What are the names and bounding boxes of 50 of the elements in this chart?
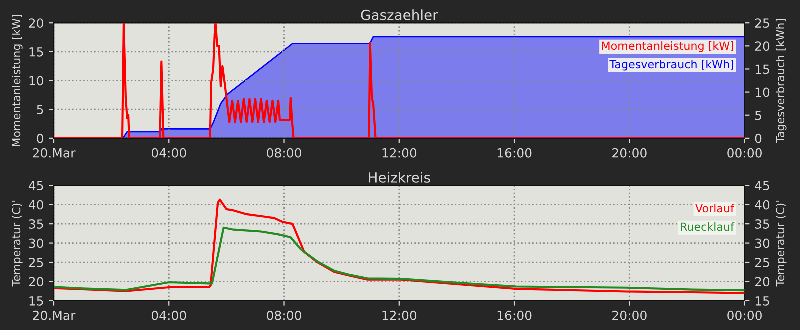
x-tick-label: 12:00 [382,310,417,320]
y-tick-label: 15 [30,296,44,306]
y-tick-label: 0 [37,134,44,144]
x-tick-label: 04:00 [152,148,186,158]
y-tick-label: 15 [30,48,44,57]
x-tick-label: 16:00 [498,148,532,158]
y-tick-label: 35 [29,220,44,229]
y-axis-title: Temperatur (C)' [12,200,23,287]
y-tick-label: 20 [29,18,44,28]
line-series [54,198,745,294]
x-tick-label: 16:00 [498,310,532,320]
x-tick-label: 04:00 [152,310,186,320]
x-tick-label: 20:00 [612,310,647,320]
y2-tick-label: 30 [755,238,770,248]
y2-tick-label: 10 [756,88,770,98]
y-tick-label: 5 [37,105,44,115]
y-tick-label: 10 [30,76,44,86]
y-axis-title: Momentanleistung [kW] [12,15,23,146]
y2-tick-label: 25 [755,258,770,268]
y2-tick-label: 20 [755,42,770,52]
y-tick-label: 45 [28,181,44,191]
chart-title: Gaszaehler [361,10,438,20]
x-tick-label: 12:00 [382,148,417,158]
text: Momentanleistung [kW] [602,42,734,52]
text: Vorlauf [696,204,735,213]
x-tick-label: 20.Mar [33,148,76,158]
x-tick-label: 20.Mar [33,310,76,320]
y2-tick-label: 15 [756,296,770,306]
y2-tick-label: 45 [755,181,770,191]
y2-tick-label: 35 [755,220,770,229]
y2-tick-label: 40 [755,200,770,210]
y2-axis-title: Tagesverbrauch [kWh] [776,19,787,144]
x-tick-label: 08:00 [267,310,302,320]
y2-tick-label: 15 [756,64,770,74]
series-label: Tagesverbrauch [kWh] [610,60,734,71]
y2-tick-label: 20 [755,277,770,287]
y2-tick-label: 25 [755,18,770,28]
x-tick-label: 20:00 [612,148,647,158]
y-tick-label: 30 [29,238,44,248]
y-tick-label: 20 [29,277,44,287]
y-tick-label: 25 [29,258,44,268]
y2-tick-label: 5 [755,111,762,120]
y-tick-label: 40 [28,200,44,210]
y2-axis-title: Temperatur (C)' [776,200,787,287]
chart-title: Heizkreis [369,172,430,183]
y2-tick-label: 0 [755,134,762,144]
x-tick-label: 00:00 [728,310,762,320]
x-tick-label: 08:00 [267,148,302,158]
x-tick-label: 00:00 [728,148,762,158]
text: Ruecklauf [681,222,735,232]
